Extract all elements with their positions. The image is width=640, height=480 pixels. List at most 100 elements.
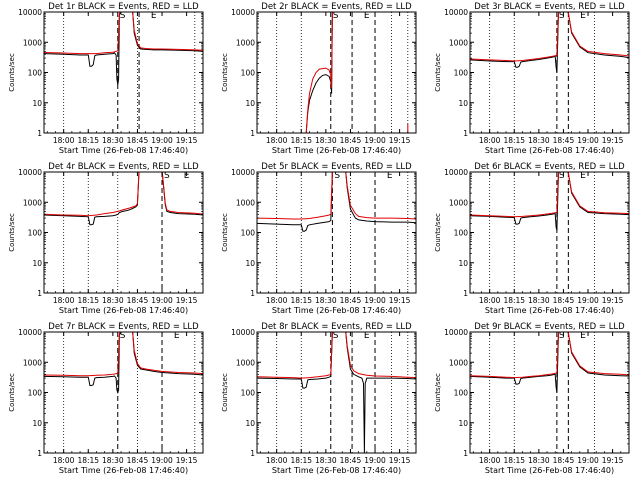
plot-frame	[256, 331, 417, 454]
x-tick-label: 19:15	[176, 296, 198, 305]
end-marker-label: E	[364, 11, 370, 21]
x-tick-label: 18:15	[77, 456, 99, 465]
y-tick-label: 100	[454, 69, 469, 78]
chart-title: Det 4r BLACK = Events, RED = LLD	[48, 162, 199, 172]
series-line-events	[44, 12, 203, 85]
x-tick-label: 19:15	[176, 456, 198, 465]
y-axis-label: Counts/sec	[8, 373, 16, 412]
series-line-events	[44, 332, 203, 394]
plot-frame	[256, 11, 417, 134]
y-tick-label: 100	[241, 229, 256, 238]
end-marker-label: E	[580, 331, 586, 341]
start-marker-label: S	[559, 331, 565, 341]
series-line-lld	[470, 12, 629, 62]
x-tick-label: 18:30	[528, 136, 550, 145]
x-axis-label: Start Time (26-Feb-08 17:46:40)	[59, 306, 188, 315]
y-tick-label: 1	[463, 129, 468, 138]
x-tick-label: 19:00	[364, 136, 386, 145]
series-line-events	[470, 332, 629, 393]
series-line-lld	[257, 172, 416, 220]
plot-frame	[43, 331, 204, 454]
plot-frame	[469, 331, 630, 454]
y-tick-label: 10	[458, 419, 468, 428]
series-line-events	[470, 172, 629, 231]
x-tick-label: 18:15	[290, 136, 312, 145]
start-marker-label: S	[333, 331, 339, 341]
x-tick-label: 18:45	[340, 456, 362, 465]
x-axis-label: Start Time (26-Feb-08 17:46:40)	[59, 466, 188, 475]
y-tick-label: 10000	[444, 168, 468, 177]
y-tick-label: 1000	[449, 198, 468, 207]
y-tick-label: 1000	[449, 358, 468, 367]
end-marker-label: E	[174, 331, 180, 341]
chart-title: Det 5r BLACK = Events, RED = LLD	[261, 162, 412, 172]
x-tick-label: 18:00	[53, 296, 75, 305]
chart-title: Det 6r BLACK = Events, RED = LLD	[474, 162, 625, 172]
y-tick-label: 1000	[23, 358, 42, 367]
x-tick-label: 19:15	[389, 296, 411, 305]
y-tick-label: 10	[32, 259, 42, 268]
series-line-lld	[470, 172, 629, 218]
series-line-lld	[257, 332, 416, 379]
x-tick-label: 18:00	[266, 136, 288, 145]
y-tick-label: 1	[37, 129, 42, 138]
x-axis-label: Start Time (26-Feb-08 17:46:40)	[485, 146, 614, 155]
x-axis-label: Start Time (26-Feb-08 17:46:40)	[272, 306, 401, 315]
x-axis-label: Start Time (26-Feb-08 17:46:40)	[272, 146, 401, 155]
series-line-events	[257, 172, 416, 232]
x-tick-label: 18:15	[503, 136, 525, 145]
start-marker-label: S	[333, 11, 339, 21]
x-tick-label: 19:00	[151, 456, 173, 465]
x-tick-label: 19:00	[364, 296, 386, 305]
end-marker-label: E	[580, 171, 586, 181]
x-tick-label: 19:00	[577, 456, 599, 465]
series-line-lld	[44, 172, 203, 217]
y-tick-label: 10	[32, 99, 42, 108]
x-tick-label: 18:30	[528, 296, 550, 305]
end-marker-label: E	[364, 331, 370, 341]
detector-panel-4: Det 4r BLACK = Events, RED = LLDSE110100…	[8, 162, 204, 315]
y-tick-label: 10	[458, 99, 468, 108]
y-tick-label: 10000	[231, 168, 255, 177]
start-marker-label: S	[334, 171, 340, 181]
x-tick-label: 19:15	[602, 296, 624, 305]
x-axis-label: Start Time (26-Feb-08 17:46:40)	[272, 466, 401, 475]
y-tick-label: 1	[37, 449, 42, 458]
x-tick-label: 18:30	[315, 296, 337, 305]
end-marker-label: E	[151, 11, 157, 21]
y-tick-label: 1000	[236, 198, 255, 207]
y-tick-label: 1	[37, 289, 42, 298]
series-line-lld	[470, 332, 629, 379]
x-tick-label: 19:15	[389, 456, 411, 465]
x-tick-label: 19:00	[364, 456, 386, 465]
x-tick-label: 18:30	[315, 456, 337, 465]
x-tick-label: 18:45	[553, 136, 575, 145]
y-axis-label: Counts/sec	[221, 373, 229, 412]
chart-title: Det 2r BLACK = Events, RED = LLD	[261, 2, 412, 12]
y-axis-label: Counts/sec	[8, 53, 16, 92]
y-tick-label: 10000	[231, 8, 255, 17]
y-tick-label: 1000	[23, 38, 42, 47]
x-tick-label: 18:00	[479, 456, 501, 465]
x-tick-label: 18:30	[102, 136, 124, 145]
plot-frame	[256, 171, 417, 294]
x-tick-label: 18:00	[53, 136, 75, 145]
x-tick-label: 19:15	[602, 136, 624, 145]
x-tick-label: 19:00	[577, 296, 599, 305]
y-tick-label: 10000	[18, 328, 42, 337]
start-marker-label: S	[164, 171, 170, 181]
y-axis-label: Counts/sec	[434, 53, 442, 92]
y-axis-label: Counts/sec	[434, 213, 442, 252]
y-tick-label: 10000	[444, 8, 468, 17]
x-tick-label: 18:30	[315, 136, 337, 145]
y-tick-label: 100	[454, 229, 469, 238]
x-axis-label: Start Time (26-Feb-08 17:46:40)	[59, 146, 188, 155]
x-tick-label: 18:15	[290, 456, 312, 465]
x-tick-label: 18:45	[340, 136, 362, 145]
x-tick-label: 18:15	[503, 456, 525, 465]
y-tick-label: 1000	[449, 38, 468, 47]
x-tick-label: 18:45	[127, 296, 149, 305]
